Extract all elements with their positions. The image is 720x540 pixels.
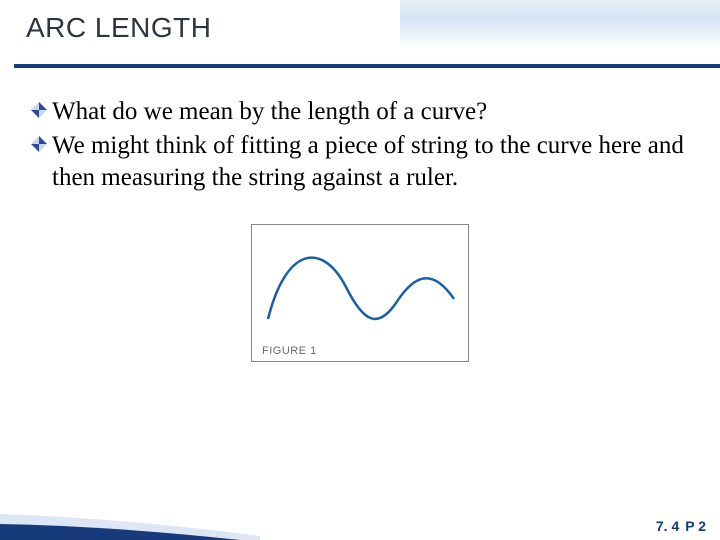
footer-page: P 2 <box>685 518 706 534</box>
bullet-text: What do we mean by the length of a curve… <box>52 96 487 128</box>
header: ARC LENGTH <box>0 0 720 78</box>
figure-box: FIGURE 1 <box>251 224 469 362</box>
content-area: What do we mean by the length of a curve… <box>0 78 720 362</box>
page-title: ARC LENGTH <box>0 0 720 44</box>
header-underline <box>14 64 720 68</box>
diamond-bullet-icon <box>30 101 52 127</box>
footer-page-label: 7. 4 P 2 <box>656 518 706 534</box>
bullet-item: What do we mean by the length of a curve… <box>30 96 690 128</box>
diamond-bullet-icon <box>30 135 52 161</box>
bullet-item: We might think of fitting a piece of str… <box>30 130 690 194</box>
figure-caption: FIGURE 1 <box>262 345 458 357</box>
footer: 7. 4 P 2 <box>0 510 720 540</box>
curve-plot <box>262 233 458 339</box>
footer-swoosh-icon <box>0 514 260 540</box>
footer-section: 7. 4 <box>656 518 679 534</box>
bullet-text: We might think of fitting a piece of str… <box>52 130 690 194</box>
figure-container: FIGURE 1 <box>30 224 690 362</box>
